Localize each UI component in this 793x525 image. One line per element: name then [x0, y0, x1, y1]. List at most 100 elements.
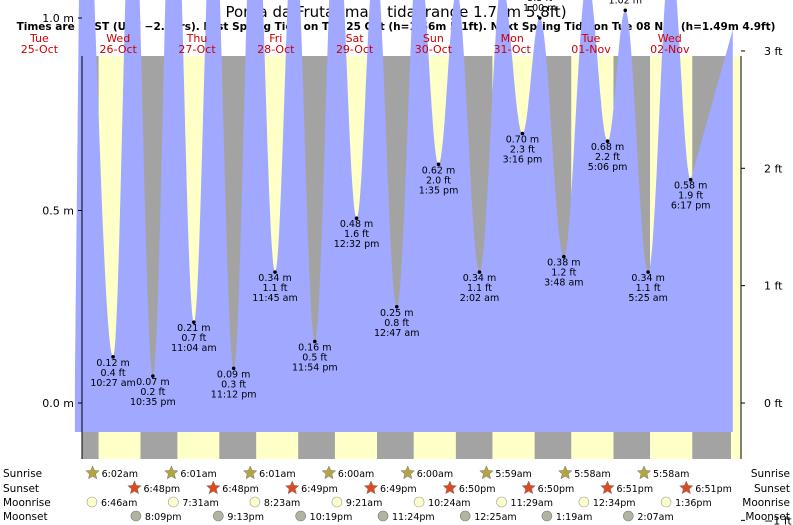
low-tide-label: 11:12 pm: [211, 389, 257, 400]
right-tick-label: 3 ft: [764, 45, 783, 58]
low-tide-label: 2.3 ft: [510, 145, 535, 156]
low-tide-label: 1.1 ft: [636, 283, 661, 294]
moonset-icon: [459, 510, 471, 522]
day-of-week: Wed: [658, 32, 682, 45]
day-of-week: Sat: [346, 32, 365, 45]
sunrise-icon: [479, 465, 494, 480]
sunrise-time: 5:58am: [574, 469, 610, 480]
day-of-week: Tue: [581, 32, 601, 45]
day-of-week: Fri: [269, 32, 282, 45]
sunset-icon: [442, 480, 458, 495]
moonrise-icon: [578, 496, 590, 508]
sunset-time: 6:51pm: [616, 484, 653, 495]
sunset-time: 6:50pm: [459, 484, 496, 495]
low-tide-label: 1.6 ft: [344, 229, 369, 240]
low-tide-label: 0.5 ft: [302, 352, 327, 363]
sunset-icon: [363, 480, 379, 495]
low-tide-label: 2.2 ft: [595, 152, 620, 163]
low-tide-label: 0.25 m: [380, 308, 413, 319]
low-tide-label: 0.8 ft: [384, 318, 409, 329]
low-tide-point: [646, 270, 650, 274]
low-tide-label: 6:17 pm: [671, 201, 711, 212]
sunset-time: 6:48pm: [144, 484, 181, 495]
day-of-week: Wed: [106, 32, 130, 45]
sunset-row-label-right: Sunset: [754, 483, 790, 495]
moonset-time: 12:25am: [474, 512, 516, 523]
low-tide-label: 1.2 ft: [551, 268, 576, 279]
moonset-time: 10:19pm: [310, 512, 353, 523]
low-tide-label: 0.34 m: [463, 273, 496, 284]
low-tide-label: 5:06 pm: [588, 162, 628, 173]
moonset-icon: [377, 510, 389, 522]
low-tide-label: 0.62 m: [422, 165, 455, 176]
moonset-icon: [541, 510, 553, 522]
low-tide-label: 0.12 m: [96, 358, 129, 369]
low-tide-label: 10:35 pm: [130, 397, 176, 408]
low-tide-label: 5:25 am: [628, 293, 667, 304]
sunrise-row-label-left: Sunrise: [3, 468, 42, 480]
day-headers: Tue25-OctWed26-OctThu27-OctFri28-OctSat2…: [21, 32, 690, 56]
low-tide-label: 0.68 m: [591, 142, 624, 153]
moonrise-icon: [168, 496, 179, 508]
day-date: 30-Oct: [415, 43, 453, 56]
sunrise-icon: [321, 465, 337, 480]
moonset-icon: [295, 510, 306, 522]
moonrise-row-label-left: Moonrise: [3, 497, 51, 509]
moonrise-icon: [660, 496, 672, 508]
day-date: 01-Nov: [571, 43, 611, 56]
low-tide-point: [562, 254, 566, 259]
right-tick-label: −1 ft: [764, 514, 792, 525]
low-tide-label: 11:45 am: [252, 293, 297, 304]
day-date: 28-Oct: [257, 43, 295, 56]
sunrise-time: 6:02am: [102, 469, 138, 480]
moonrise-icon: [249, 496, 261, 508]
day-of-week: Sun: [423, 32, 444, 45]
sun-moon-events: Sunrise Sunrise Sunset Sunset Moonrise Moonri…: [3, 465, 790, 523]
low-tide-label: 0.38 m: [547, 258, 580, 269]
low-tide-label: 0.48 m: [340, 219, 373, 230]
moonset-icon: [130, 510, 142, 522]
day-of-week: Tue: [29, 32, 49, 45]
day-date: 25-Oct: [21, 43, 59, 56]
low-tide-label: 12:32 pm: [334, 239, 380, 250]
sunrise-icon: [557, 465, 573, 480]
sunrise-icon: [242, 465, 258, 480]
sunrise-time: 6:00am: [417, 469, 453, 480]
sunrise-time: 5:59am: [495, 469, 531, 480]
low-tide-point: [313, 339, 317, 344]
sunset-icon: [127, 480, 142, 495]
sunset-time: 6:49pm: [380, 484, 417, 495]
low-tide-point: [436, 162, 441, 167]
high-tide-label: 1.02 m: [609, 0, 642, 6]
right-tick-label: 2 ft: [764, 162, 783, 175]
y-axes: 0.0 m0.5 m1.0 m1.5 m−1 ft0 ft1 ft2 ft3 f…: [42, 12, 792, 525]
low-tide-label: 0.4 ft: [101, 368, 126, 379]
right-tick-label: 0 ft: [764, 397, 783, 410]
sunrise-icon: [164, 465, 179, 480]
day-of-week: Mon: [501, 32, 524, 45]
moonrise-time: 7:31am: [182, 498, 218, 509]
low-tide-point: [477, 270, 482, 274]
moonset-time: 2:07am: [637, 512, 673, 523]
low-tide-point: [688, 177, 693, 182]
low-tide-label: 3:48 am: [544, 278, 583, 289]
low-tide-point: [605, 139, 610, 143]
low-tide-label: 0.34 m: [631, 273, 664, 284]
low-tide-label: 1.1 ft: [262, 283, 287, 294]
day-date: 29-Oct: [336, 43, 374, 56]
tide-area: [74, 0, 733, 432]
moonrise-icon: [496, 496, 507, 508]
day-date: 27-Oct: [178, 43, 216, 56]
low-tide-label: 1.1 ft: [467, 283, 492, 294]
left-tick-label: 0.0 m: [42, 397, 74, 410]
sunrise-time: 6:00am: [338, 469, 374, 480]
moonset-time: 11:24pm: [392, 512, 435, 523]
plot-frame: [81, 56, 742, 459]
moonrise-icon: [331, 496, 343, 508]
moonrise-time: 6:46am: [101, 498, 137, 509]
low-tide-label: 1:35 pm: [419, 185, 459, 196]
low-tide-label: 3:16 pm: [503, 155, 543, 166]
low-tide-label: 0.7 ft: [181, 333, 206, 344]
sunrise-icon: [636, 465, 652, 480]
